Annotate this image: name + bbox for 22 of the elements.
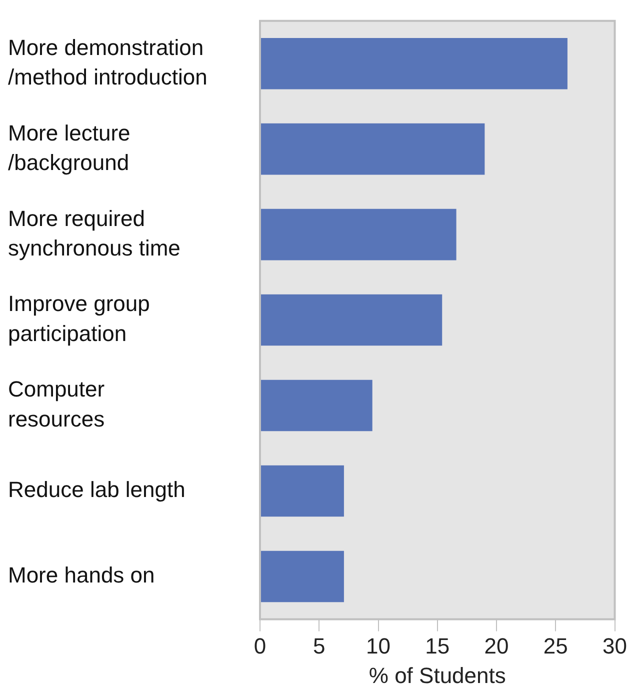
y-tick-label: More required synchronous time (8, 206, 180, 260)
bar (260, 38, 568, 90)
bar (260, 465, 344, 517)
x-tick-label: 30 (602, 633, 628, 658)
y-tick-label: More lecture /background (8, 120, 130, 175)
bar (260, 208, 456, 260)
y-tick-label: Improve group participation (8, 291, 150, 346)
bar (260, 380, 372, 432)
y-tick-label: Computer resources (8, 376, 105, 432)
x-tick-label: 10 (366, 633, 390, 658)
bar (260, 123, 485, 175)
x-tick-label: 5 (313, 633, 326, 658)
bar (260, 294, 442, 346)
x-tick-label: 25 (543, 633, 568, 658)
y-tick-label: More demonstration /method introduction (8, 34, 208, 90)
x-tick-label: 0 (254, 633, 266, 658)
x-axis-title: % of Students (368, 662, 506, 688)
x-tick-label: 15 (425, 633, 450, 658)
y-tick-label: More hands on (8, 562, 155, 588)
bar (260, 550, 344, 602)
x-tick-label: 20 (484, 633, 509, 658)
y-tick-label: Reduce lab length (8, 477, 186, 502)
